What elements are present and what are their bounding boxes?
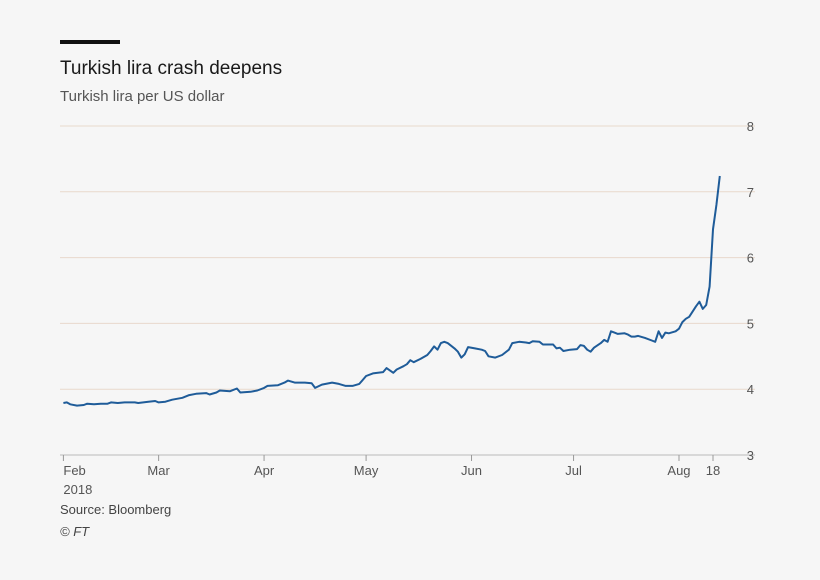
- x-tick-label: 18: [706, 463, 720, 478]
- y-tick-label: 3: [747, 448, 754, 463]
- gridlines: [60, 125, 755, 456]
- x-tick-label: Mar: [147, 463, 170, 478]
- y-tick-label: 8: [747, 119, 754, 134]
- series-line-usdtry: [63, 175, 721, 407]
- chart-credit: © FT: [60, 524, 90, 539]
- y-tick-label: 5: [747, 316, 754, 331]
- y-tick-label: 6: [747, 251, 754, 266]
- x-tick-label: Jun: [461, 463, 482, 478]
- chart-source: Source: Bloomberg: [60, 502, 172, 517]
- chart-subtitle: Turkish lira per US dollar: [60, 88, 225, 105]
- y-axis-ticks: 3 4 5 6 7 8: [747, 119, 754, 463]
- y-tick-label: 7: [747, 185, 754, 200]
- y-tick-label: 4: [747, 382, 754, 397]
- x-tick-label: Aug: [667, 463, 690, 478]
- x-tick-label: Apr: [254, 463, 275, 478]
- chart-title: Turkish lira crash deepens: [60, 58, 283, 79]
- brand-bar: [60, 40, 120, 44]
- x-tick-label: Feb: [63, 463, 85, 478]
- x-tick-sublabel: 2018: [63, 482, 92, 497]
- x-tick-label: May: [354, 463, 379, 478]
- x-tick-label: Jul: [565, 463, 582, 478]
- x-axis-ticks: Feb 2018 Mar Apr May Jun Jul Aug 18: [62, 455, 720, 497]
